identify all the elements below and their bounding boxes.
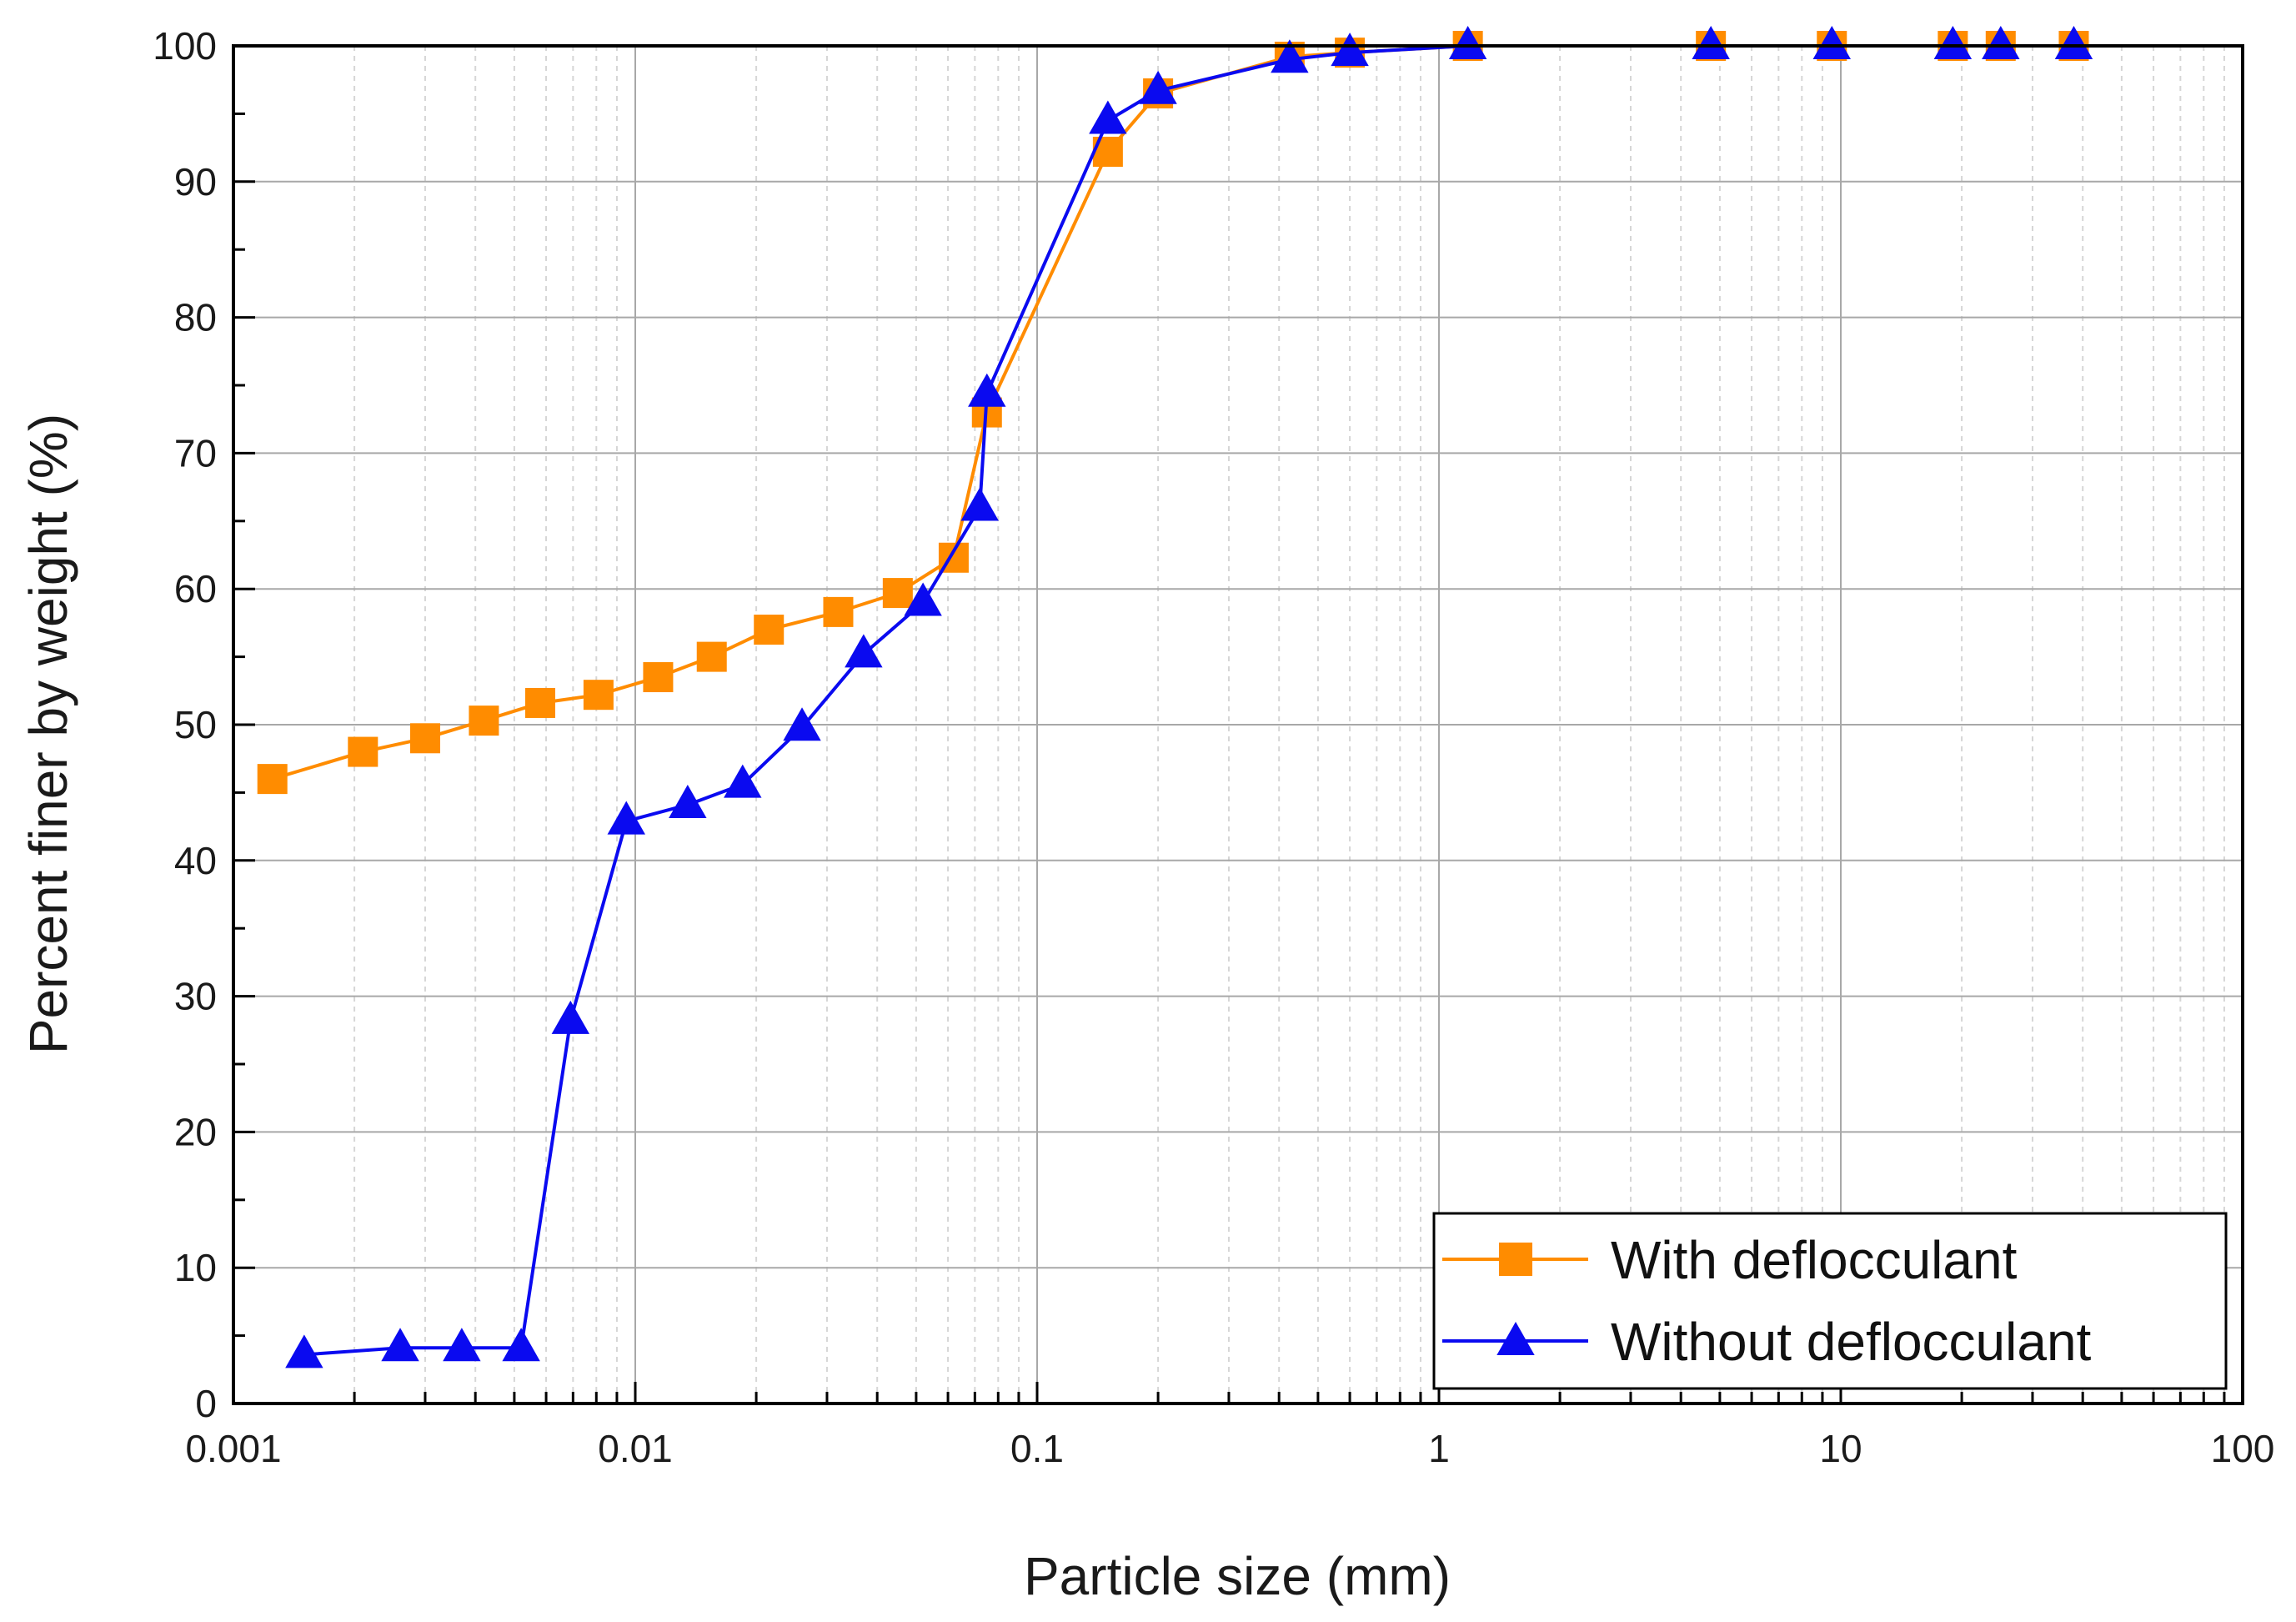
x-axis-title: Particle size (mm) xyxy=(1024,1546,1451,1606)
data-point xyxy=(882,578,913,609)
legend: With deflocculant Without deflocculant xyxy=(1432,1212,2228,1390)
y-tick-label: 10 xyxy=(174,1246,217,1289)
legend-marker-square xyxy=(1499,1243,1532,1276)
data-point xyxy=(551,1000,590,1034)
data-point xyxy=(1933,25,1973,59)
y-tick-label: 90 xyxy=(174,160,217,203)
data-point xyxy=(960,487,999,521)
y-tick-label: 50 xyxy=(174,703,217,746)
tick-labels: 0.001 0.01 0.1 1 10 100 0 10 20 30 40 50 60 70 80 90 100 xyxy=(153,24,2274,1470)
data-point xyxy=(1089,100,1127,134)
data-point xyxy=(583,680,614,711)
axis-ticks xyxy=(232,44,2244,1405)
legend-marker-triangle xyxy=(1496,1321,1535,1355)
data-point xyxy=(524,687,555,718)
data-point xyxy=(1812,25,1851,59)
legend-label-without-deflocculant: Without deflocculant xyxy=(1611,1312,2092,1372)
data-point xyxy=(904,582,942,616)
y-tick-label: 40 xyxy=(174,839,217,882)
data-point xyxy=(381,1328,419,1362)
data-point xyxy=(1139,70,1177,104)
data-point xyxy=(1692,25,1730,59)
legend-label-with-deflocculant: With deflocculant xyxy=(1611,1230,2018,1290)
x-tick-label: 1 xyxy=(1428,1427,1450,1470)
y-tick-label: 30 xyxy=(174,975,217,1018)
data-point xyxy=(2054,25,2093,59)
y-tick-label: 20 xyxy=(174,1110,217,1153)
data-point xyxy=(607,801,645,835)
data-point xyxy=(409,723,440,754)
y-tick-label: 70 xyxy=(174,431,217,475)
data-point xyxy=(845,634,883,668)
data-point xyxy=(696,641,727,672)
data-point xyxy=(783,707,821,741)
y-tick-label: 60 xyxy=(174,567,217,610)
x-tick-label: 100 xyxy=(2211,1427,2275,1470)
data-point xyxy=(1331,33,1369,67)
data-point xyxy=(724,764,762,798)
data-point xyxy=(348,736,378,767)
data-point xyxy=(968,373,1006,407)
data-point xyxy=(257,764,288,795)
data-point xyxy=(823,596,854,627)
x-tick-label: 0.1 xyxy=(1010,1427,1064,1470)
data-point xyxy=(1271,39,1309,73)
y-axis-title: Percent finer by weight (%) xyxy=(18,414,78,1054)
x-tick-label: 0.001 xyxy=(185,1427,281,1470)
x-tick-label: 0.01 xyxy=(598,1427,673,1470)
data-point xyxy=(285,1334,323,1368)
data-point xyxy=(469,706,499,736)
data-point xyxy=(1448,25,1487,59)
data-point xyxy=(669,785,707,819)
x-tick-label: 10 xyxy=(1819,1427,1862,1470)
legend-box xyxy=(1432,1212,2228,1390)
y-tick-label: 100 xyxy=(153,24,217,68)
data-point xyxy=(643,662,674,693)
data-point xyxy=(443,1328,481,1362)
data-point xyxy=(502,1328,540,1362)
data-point xyxy=(754,615,785,645)
y-tick-label: 80 xyxy=(174,296,217,339)
y-tick-label: 0 xyxy=(195,1382,217,1425)
data-point xyxy=(1982,25,2020,59)
